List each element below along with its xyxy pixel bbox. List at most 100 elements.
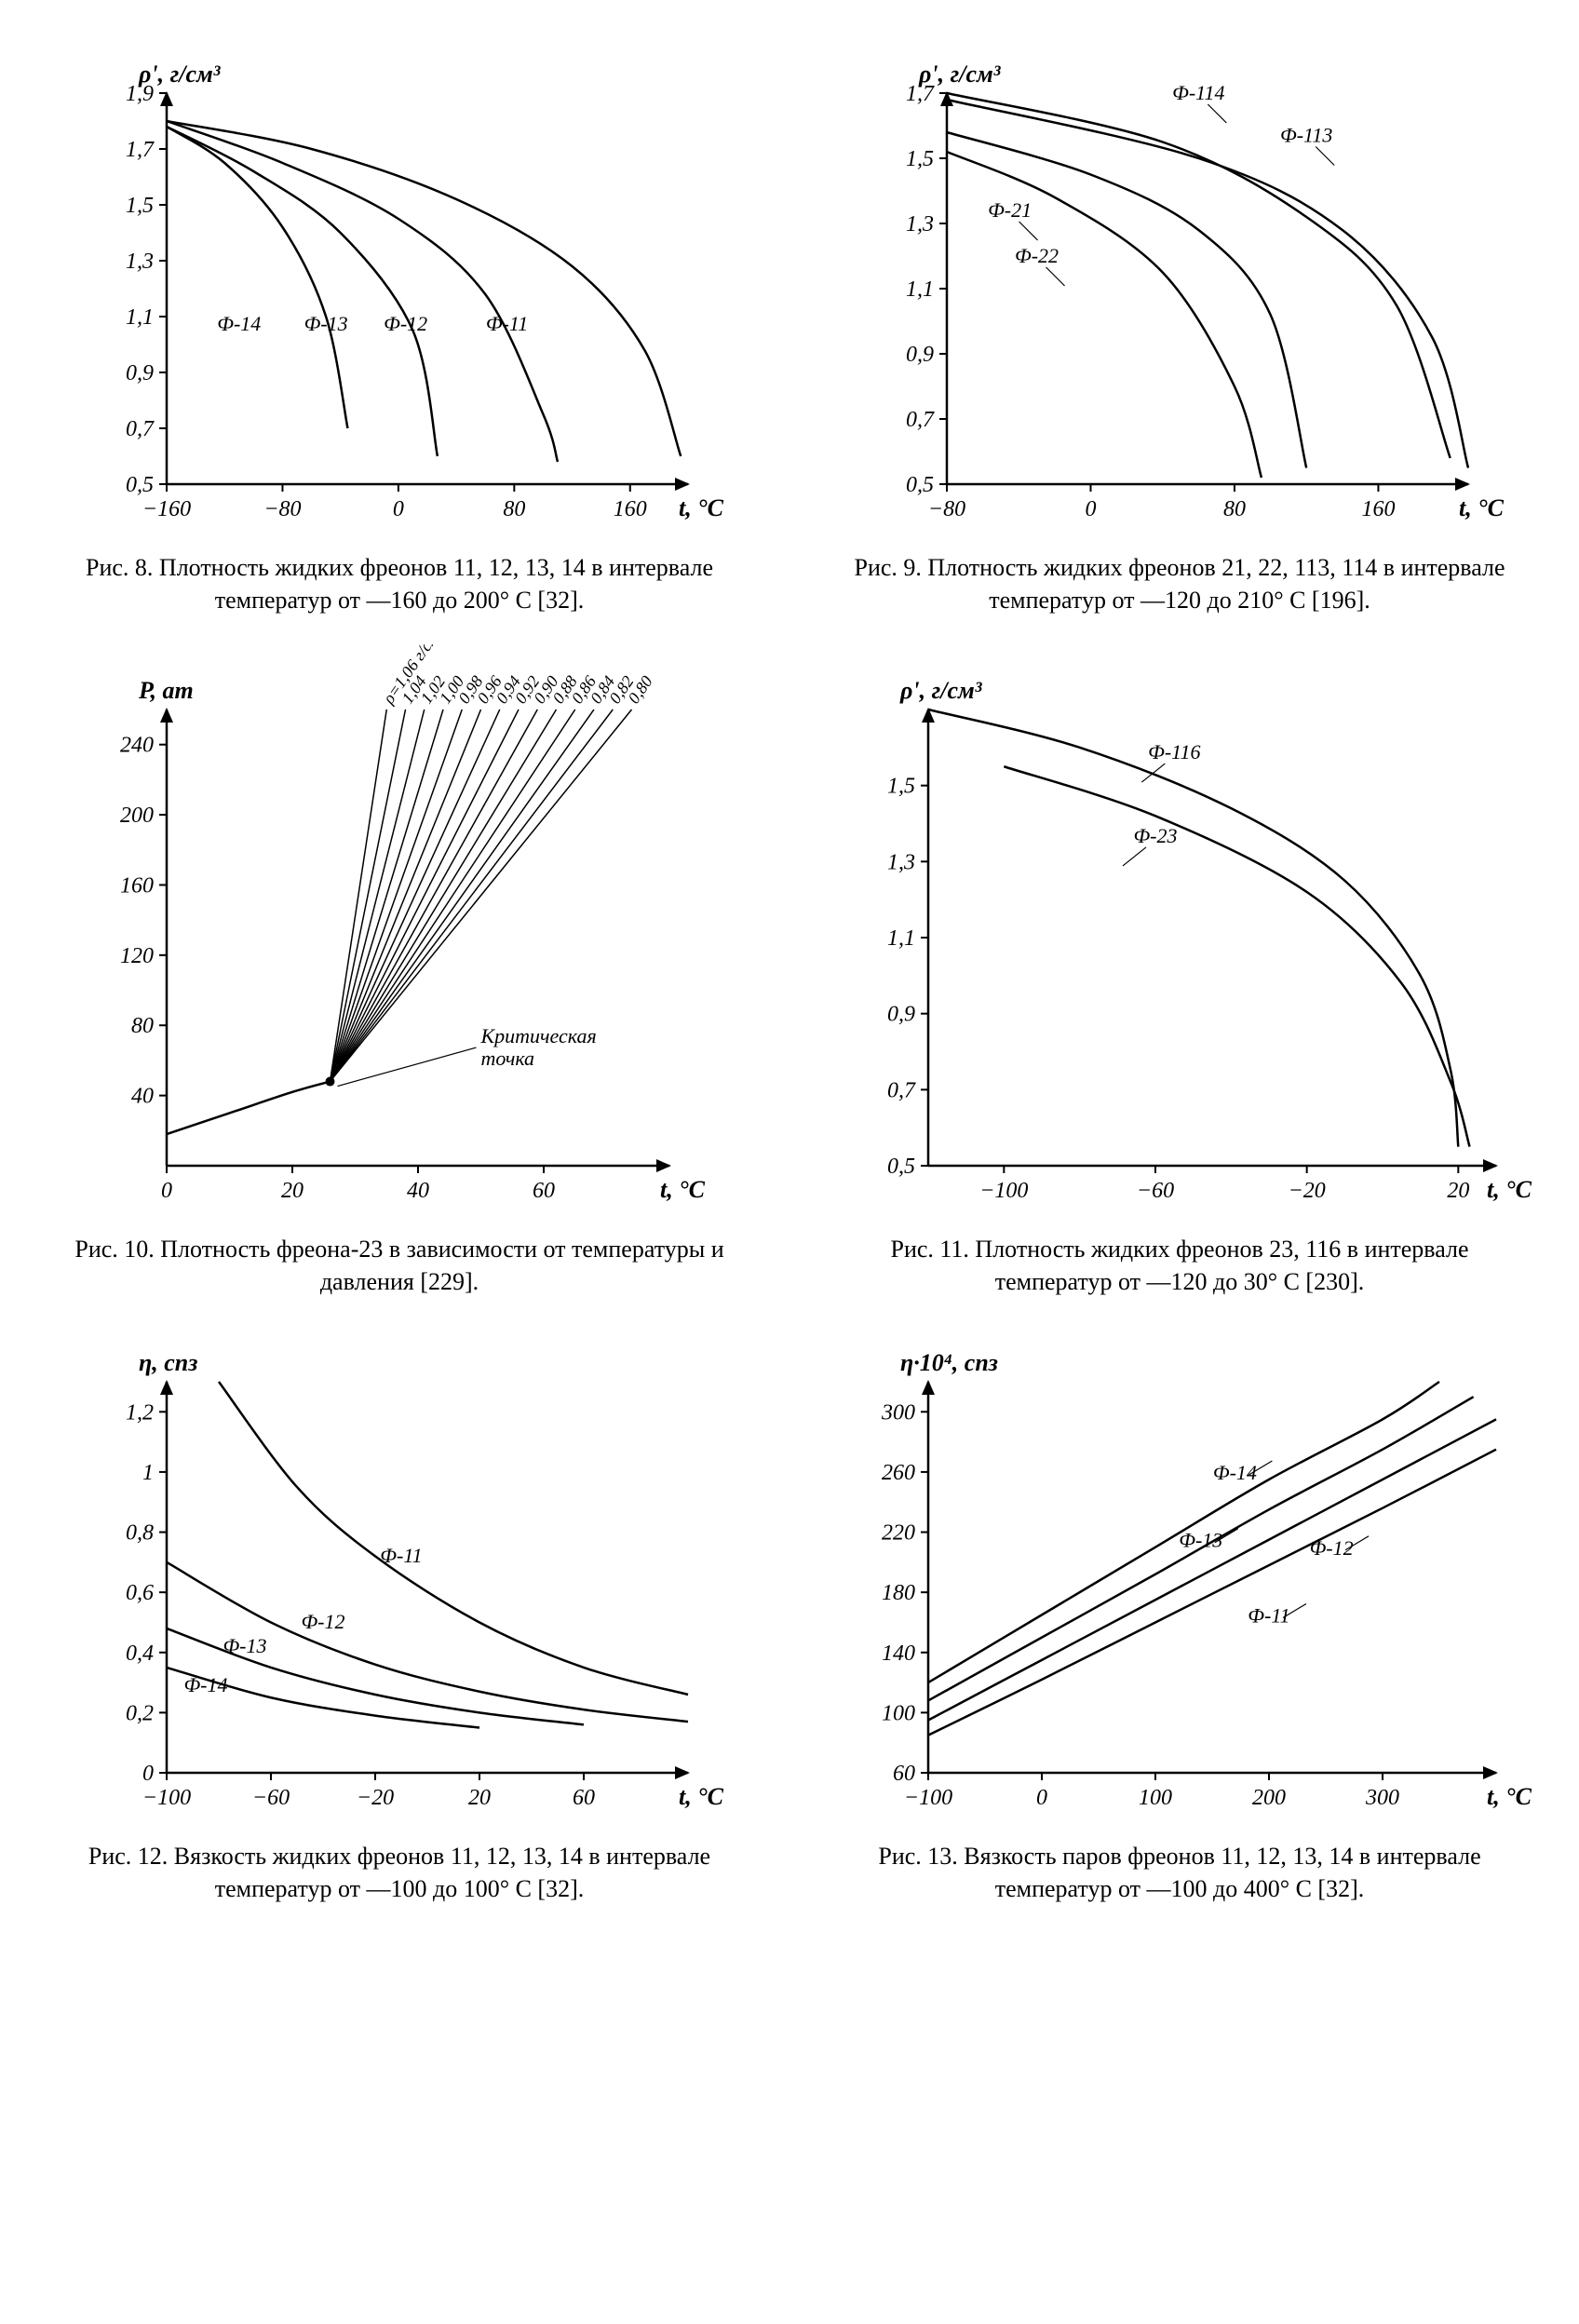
svg-text:60: 60 — [573, 1786, 595, 1810]
svg-text:t, °C: t, °C — [679, 494, 724, 521]
svg-text:80: 80 — [1223, 497, 1246, 521]
svg-text:Ф-13: Ф-13 — [223, 1634, 266, 1657]
svg-text:−80: −80 — [263, 497, 301, 521]
svg-text:t, °C: t, °C — [1487, 1783, 1532, 1810]
caption-fig9: Рис. 9. Плотность жидких фреонов 21, 22,… — [845, 551, 1514, 616]
svg-text:160: 160 — [1361, 497, 1395, 521]
svg-text:60: 60 — [893, 1762, 915, 1786]
svg-text:0,8: 0,8 — [126, 1521, 154, 1546]
svg-text:260: 260 — [882, 1461, 915, 1485]
svg-text:Ф-14: Ф-14 — [217, 312, 261, 335]
svg-text:точка: точка — [481, 1047, 535, 1070]
svg-text:Ф-21: Ф-21 — [988, 198, 1032, 222]
svg-text:Ф-22: Ф-22 — [1015, 244, 1059, 267]
svg-text:−100: −100 — [979, 1179, 1028, 1203]
svg-text:−60: −60 — [1137, 1179, 1174, 1203]
svg-text:1,1: 1,1 — [126, 305, 154, 330]
svg-text:Ф-11: Ф-11 — [380, 1544, 422, 1567]
svg-text:20: 20 — [281, 1179, 304, 1203]
caption-fig12: Рис. 12. Вязкость жидких фреонов 11, 12,… — [65, 1840, 734, 1905]
svg-text:Ф-14: Ф-14 — [1213, 1461, 1257, 1484]
svg-text:0,9: 0,9 — [906, 343, 934, 367]
svg-text:100: 100 — [1139, 1786, 1172, 1810]
figure-8: −160−800801600,50,70,91,11,31,51,71,9ρ',… — [28, 37, 771, 616]
chart-fig13: −100010020030060100140180220260300η·10⁴,… — [826, 1326, 1533, 1829]
svg-text:240: 240 — [120, 734, 154, 758]
svg-text:200: 200 — [120, 804, 154, 828]
figure-9: −800801600,50,70,91,11,31,51,7ρ', г/см³t… — [808, 37, 1551, 616]
svg-text:0,7: 0,7 — [126, 417, 155, 441]
svg-text:40: 40 — [131, 1085, 154, 1109]
svg-text:Ф-23: Ф-23 — [1133, 824, 1177, 847]
svg-text:1,5: 1,5 — [906, 147, 934, 171]
svg-text:t, °C: t, °C — [1459, 494, 1505, 521]
svg-text:Ф-12: Ф-12 — [384, 312, 427, 335]
svg-text:P, ат: P, ат — [138, 677, 194, 704]
svg-text:−100: −100 — [904, 1786, 952, 1810]
svg-text:1,3: 1,3 — [126, 250, 154, 274]
svg-text:−60: −60 — [252, 1786, 290, 1810]
svg-text:1,3: 1,3 — [906, 212, 934, 236]
svg-text:1,1: 1,1 — [887, 926, 915, 951]
svg-text:−100: −100 — [142, 1786, 191, 1810]
svg-text:Ф-11: Ф-11 — [1248, 1604, 1289, 1628]
svg-text:Ф-13: Ф-13 — [1179, 1529, 1222, 1552]
svg-text:0: 0 — [393, 497, 404, 521]
svg-text:0,4: 0,4 — [126, 1642, 154, 1666]
svg-text:1,3: 1,3 — [887, 851, 915, 875]
svg-text:160: 160 — [120, 874, 154, 899]
svg-text:140: 140 — [882, 1642, 915, 1666]
svg-text:Ф-12: Ф-12 — [301, 1610, 344, 1633]
svg-text:120: 120 — [120, 944, 154, 968]
svg-text:60: 60 — [533, 1179, 555, 1203]
figure-10: 02040604080120160200240P, атt, °CКритиче… — [28, 644, 771, 1298]
svg-text:Ф-113: Ф-113 — [1280, 124, 1332, 147]
caption-fig11: Рис. 11. Плотность жидких фреонов 23, 11… — [845, 1233, 1514, 1298]
svg-text:80: 80 — [503, 497, 525, 521]
svg-text:300: 300 — [881, 1401, 915, 1425]
svg-text:η, спз: η, спз — [139, 1349, 197, 1376]
svg-text:100: 100 — [882, 1702, 915, 1726]
svg-text:ρ', г/см³: ρ', г/см³ — [918, 61, 1002, 88]
svg-text:Ф-114: Ф-114 — [1172, 81, 1224, 104]
svg-text:0,5: 0,5 — [906, 473, 934, 497]
svg-text:80: 80 — [131, 1014, 154, 1038]
svg-text:0,9: 0,9 — [887, 1003, 915, 1027]
svg-text:t, °C: t, °C — [1487, 1176, 1532, 1203]
svg-text:220: 220 — [882, 1521, 915, 1546]
svg-text:0,6: 0,6 — [126, 1582, 154, 1606]
figure-12: −100−60−20206000,20,40,60,811,2η, спзt, … — [28, 1326, 771, 1905]
svg-text:ρ', г/см³: ρ', г/см³ — [138, 61, 222, 88]
svg-text:1: 1 — [142, 1461, 154, 1485]
svg-text:20: 20 — [468, 1786, 491, 1810]
svg-text:0: 0 — [1085, 497, 1096, 521]
svg-text:0,5: 0,5 — [887, 1155, 915, 1179]
page-grid: −160−800801600,50,70,91,11,31,51,71,9ρ',… — [28, 37, 1551, 1906]
svg-text:t, °C: t, °C — [660, 1176, 706, 1203]
svg-text:0: 0 — [1036, 1786, 1047, 1810]
figure-11: −100−60−20200,50,70,91,11,31,5ρ', г/см³t… — [808, 644, 1551, 1298]
svg-text:0,2: 0,2 — [126, 1702, 154, 1726]
svg-text:−160: −160 — [142, 497, 191, 521]
svg-text:1,5: 1,5 — [887, 775, 915, 799]
chart-fig8: −160−800801600,50,70,91,11,31,51,71,9ρ',… — [74, 37, 725, 540]
svg-text:160: 160 — [614, 497, 647, 521]
svg-text:1,5: 1,5 — [126, 194, 154, 218]
svg-text:Ф-11: Ф-11 — [486, 312, 528, 335]
svg-text:−80: −80 — [928, 497, 965, 521]
chart-fig10: 02040604080120160200240P, атt, °CКритиче… — [74, 644, 725, 1222]
svg-text:Ф-13: Ф-13 — [304, 312, 348, 335]
chart-fig9: −800801600,50,70,91,11,31,51,7ρ', г/см³t… — [854, 37, 1505, 540]
svg-text:1,7: 1,7 — [126, 138, 155, 162]
svg-text:0: 0 — [161, 1179, 172, 1203]
svg-text:−20: −20 — [357, 1786, 394, 1810]
chart-fig11: −100−60−20200,50,70,91,11,31,5ρ', г/см³t… — [826, 644, 1533, 1222]
caption-fig8: Рис. 8. Плотность жидких фреонов 11, 12,… — [65, 551, 734, 616]
svg-text:Ф-12: Ф-12 — [1310, 1536, 1354, 1560]
svg-text:0,5: 0,5 — [126, 473, 154, 497]
svg-text:0,7: 0,7 — [906, 408, 935, 432]
svg-text:180: 180 — [882, 1582, 915, 1606]
svg-text:20: 20 — [1447, 1179, 1469, 1203]
svg-text:300: 300 — [1365, 1786, 1399, 1810]
svg-text:200: 200 — [1252, 1786, 1286, 1810]
